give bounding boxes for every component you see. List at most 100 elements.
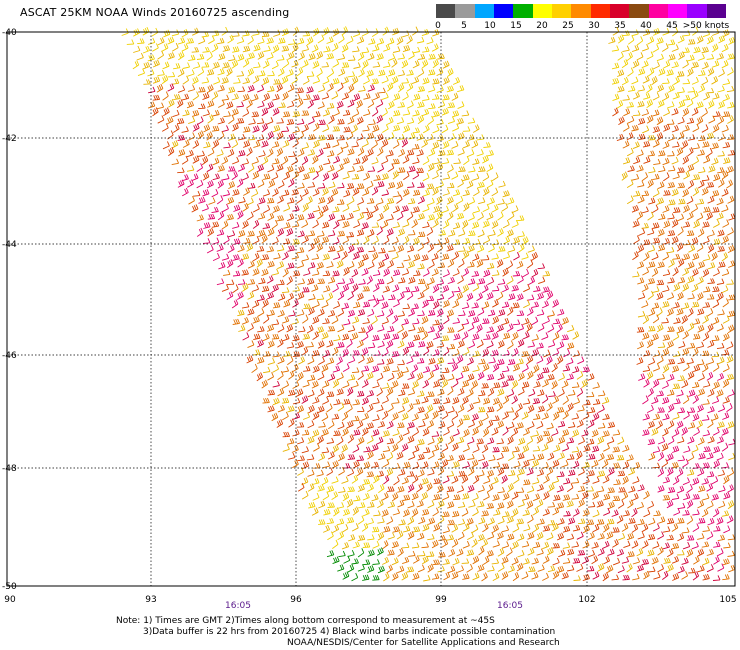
wind-barb: [288, 39, 296, 45]
wind-barb: [458, 470, 466, 477]
wind-barb: [286, 342, 295, 349]
wind-barb: [282, 59, 290, 69]
wind-barb: [571, 493, 580, 500]
wind-barb: [676, 389, 684, 397]
wind-barb: [677, 71, 685, 77]
wind-barb: [621, 523, 629, 532]
wind-barb: [327, 83, 334, 92]
wind-barb: [603, 523, 610, 533]
wind-barb: [647, 438, 656, 446]
wind-barb: [381, 410, 389, 420]
wind-barb: [327, 325, 336, 332]
wind-barb: [666, 548, 674, 558]
wind-barb: [406, 100, 414, 109]
wind-barb: [572, 331, 580, 340]
legend-label: 5: [461, 21, 467, 31]
wind-barb: [308, 262, 316, 269]
wind-barb: [297, 278, 306, 285]
wind-barb: [341, 444, 348, 453]
wind-barb: [516, 310, 525, 317]
wind-barb: [643, 378, 650, 388]
wind-barb: [363, 76, 370, 85]
wind-barb: [566, 483, 574, 493]
wind-barb: [527, 341, 536, 348]
wind-barb: [332, 539, 339, 549]
wind-barb: [466, 549, 475, 556]
wind-barb: [637, 195, 645, 204]
wind-barb: [287, 100, 295, 108]
wind-barb: [551, 522, 559, 532]
wind-barb: [677, 436, 685, 444]
wind-barb: [266, 246, 275, 253]
wind-barb: [603, 507, 611, 516]
wind-barb: [461, 302, 470, 310]
wind-barb: [662, 334, 671, 341]
wind-barb: [557, 471, 565, 478]
wind-barb: [722, 219, 730, 228]
wind-barb: [432, 171, 439, 180]
wind-barb: [383, 61, 391, 68]
wind-barb: [328, 245, 336, 252]
wind-barb: [702, 399, 710, 405]
wind-barb: [692, 381, 700, 389]
wind-barb: [522, 509, 530, 516]
wind-barb: [342, 380, 350, 389]
wind-barb: [163, 107, 170, 117]
wind-barb: [666, 453, 674, 462]
wind-barb: [662, 570, 669, 580]
wind-barb: [272, 380, 280, 388]
wind-barb: [342, 508, 351, 516]
wind-barb: [697, 261, 706, 269]
wind-barb: [383, 268, 391, 277]
wind-barb: [477, 307, 485, 316]
wind-barb: [502, 511, 510, 518]
wind-barb: [262, 299, 269, 308]
wind-barb: [497, 211, 504, 221]
wind-barb: [282, 411, 289, 421]
legend-label: 40: [640, 21, 652, 31]
wind-barb: [671, 493, 680, 500]
wind-barb: [432, 59, 439, 69]
wind-barb: [238, 325, 246, 332]
wind-barb: [291, 156, 299, 166]
wind-barb: [502, 349, 510, 356]
wind-barb: [412, 399, 421, 405]
wind-barb: [271, 236, 279, 245]
wind-barb: [512, 446, 520, 453]
wind-barb: [262, 351, 271, 357]
wind-barb: [267, 212, 275, 221]
wind-barb: [318, 500, 326, 509]
wind-barb: [703, 155, 711, 164]
wind-barb: [621, 171, 628, 181]
wind-barb: [681, 379, 689, 389]
wind-barb: [416, 372, 424, 381]
wind-barb: [642, 365, 651, 372]
wind-barb: [467, 453, 475, 461]
wind-barb: [352, 350, 360, 356]
wind-barb: [276, 83, 283, 93]
swath-layer: [121, 26, 736, 582]
wind-barb: [263, 314, 270, 324]
wind-barb: [668, 199, 676, 206]
wind-barb: [711, 190, 720, 197]
wind-barb: [326, 292, 334, 302]
wind-barb: [308, 306, 315, 316]
wind-barb: [437, 515, 445, 525]
wind-barb: [727, 484, 734, 493]
wind-barb: [507, 565, 515, 573]
wind-barb: [646, 84, 653, 94]
wind-barb: [306, 196, 313, 205]
wind-barb: [652, 363, 661, 372]
wind-barb: [301, 395, 309, 404]
wind-barb: [431, 539, 439, 549]
wind-barb: [457, 404, 465, 413]
wind-barb: [497, 372, 505, 381]
wind-barb: [702, 332, 710, 342]
wind-barb: [397, 565, 405, 574]
wind-barb: [247, 211, 254, 221]
wind-barb: [198, 36, 206, 45]
wind-barb: [157, 115, 165, 124]
wind-barb: [303, 94, 311, 101]
wind-barb: [261, 31, 270, 37]
wind-barb: [716, 212, 724, 220]
